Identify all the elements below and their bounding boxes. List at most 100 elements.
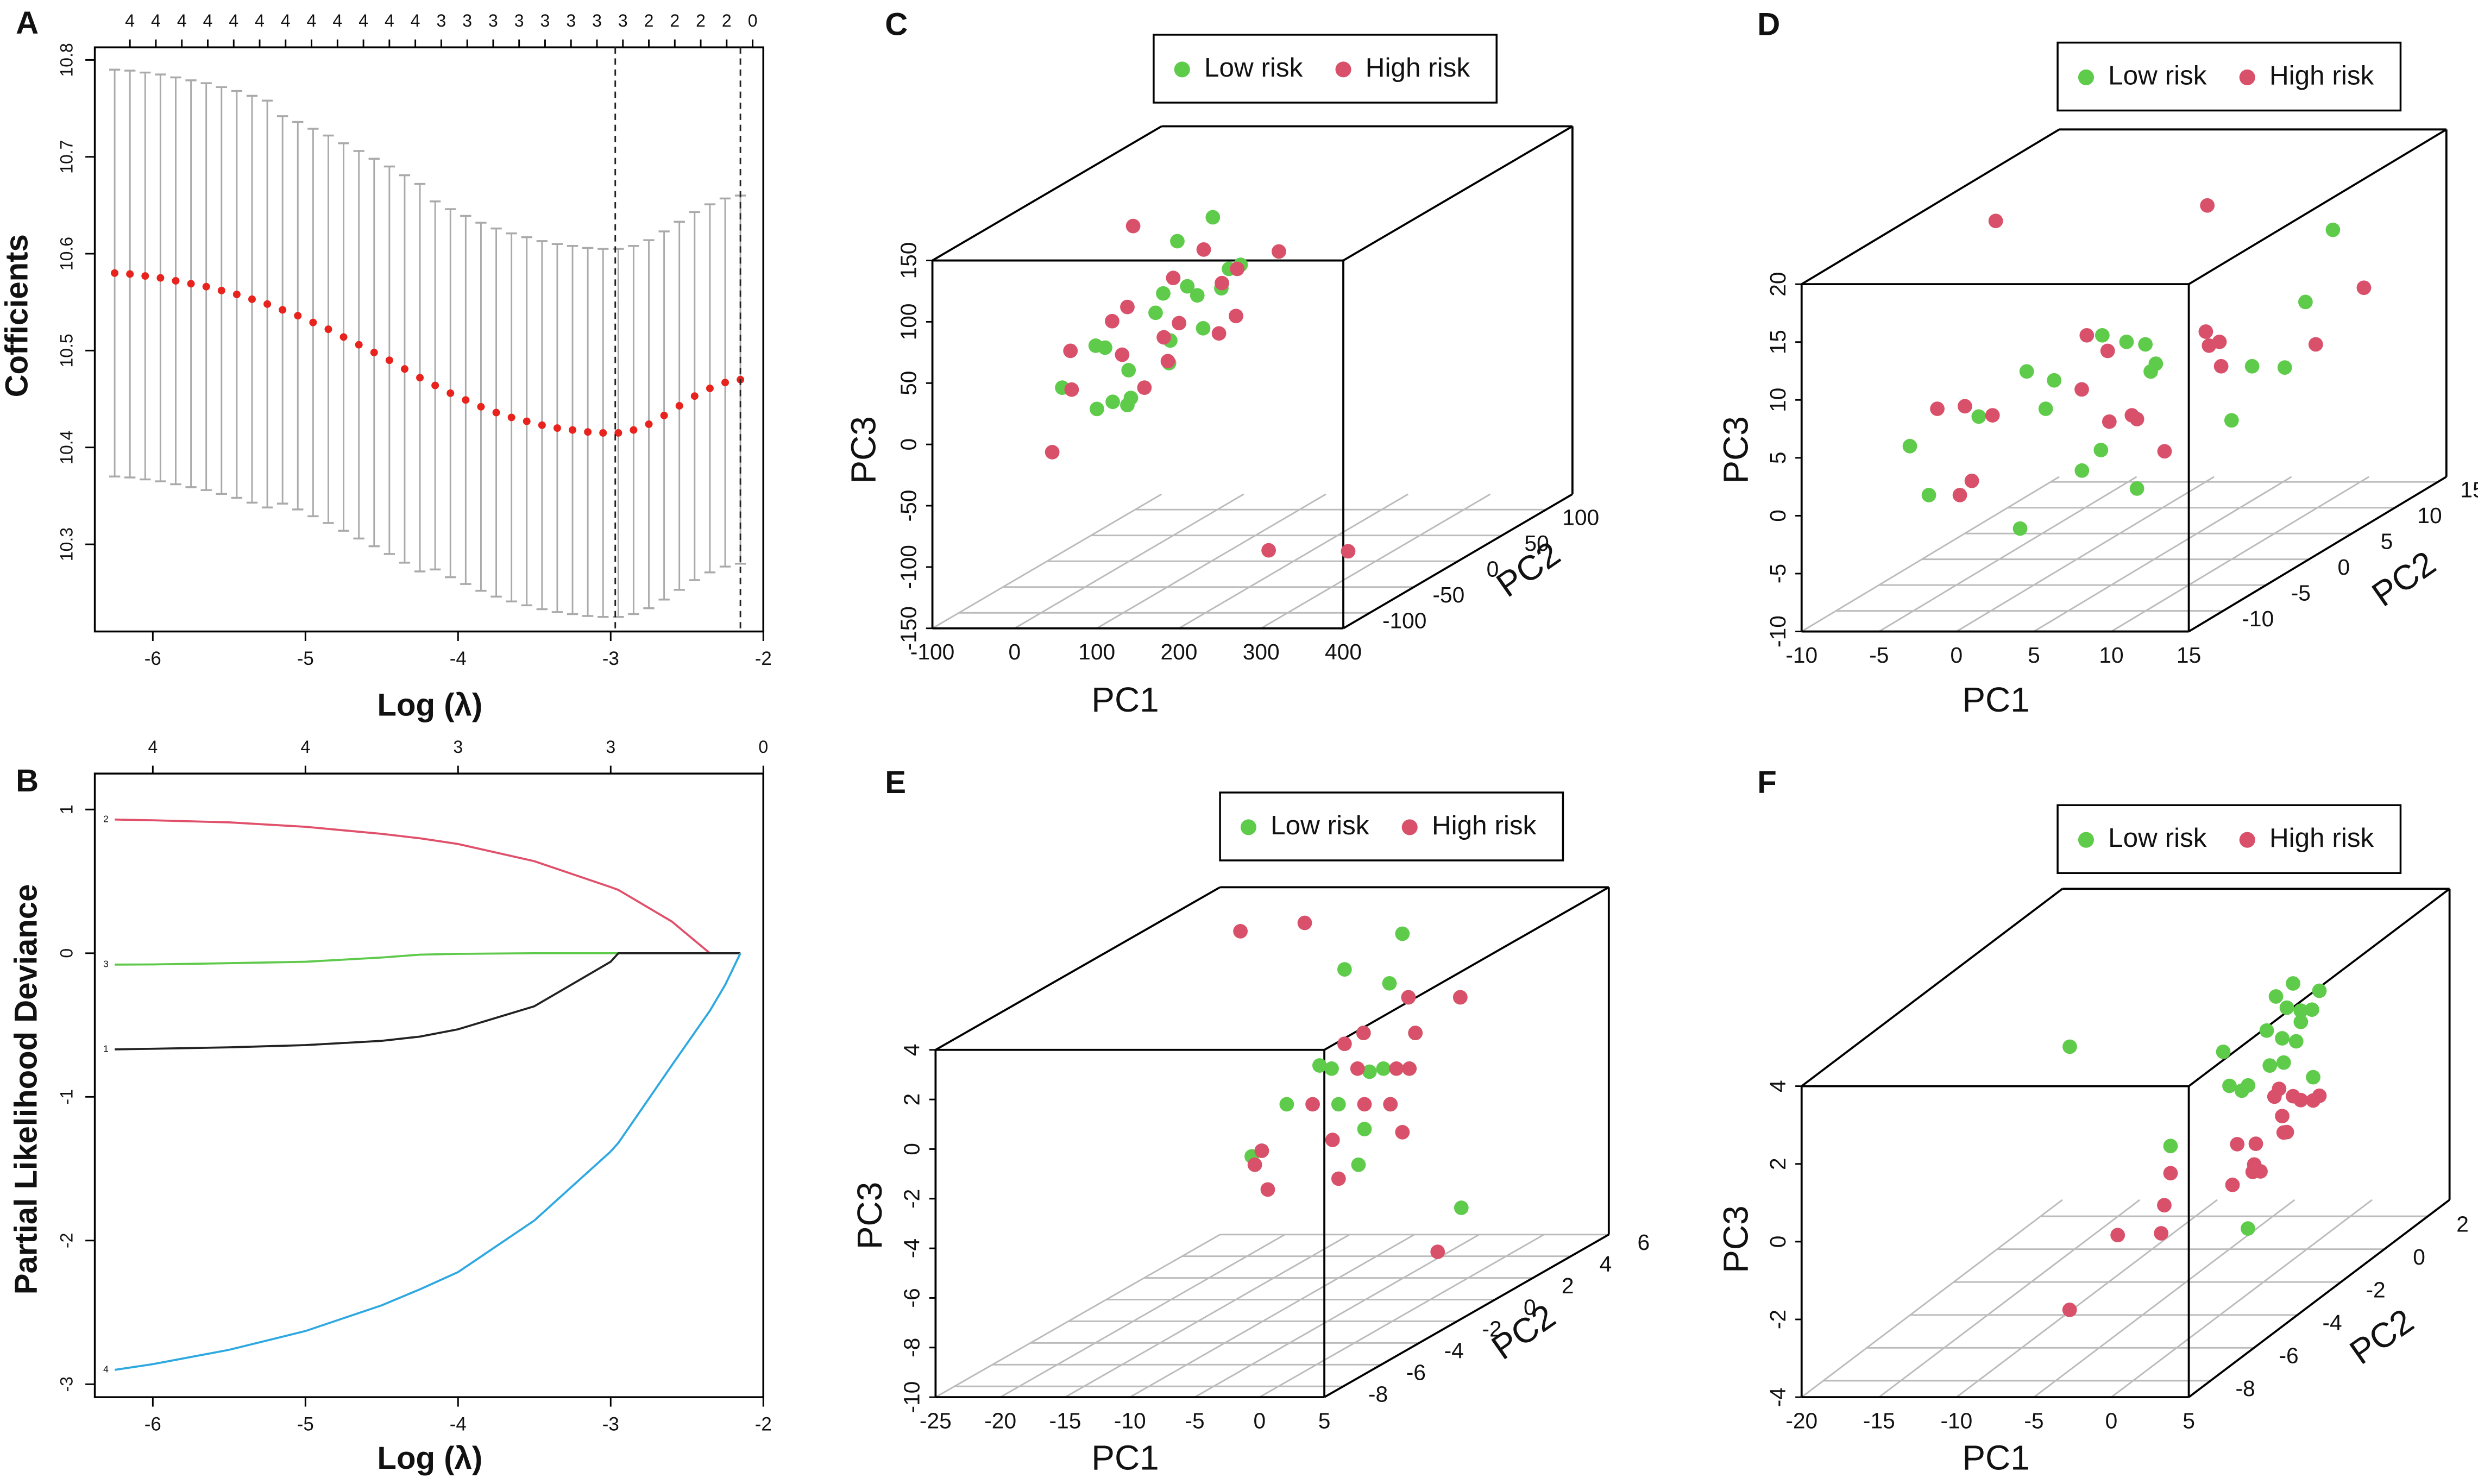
top-tick-label: 3 [436, 11, 446, 30]
x-tick-label: 300 [1243, 639, 1280, 664]
top-tick-label: 4 [148, 737, 158, 757]
box-edge [935, 886, 1221, 1051]
legend-label: Low risk [2108, 823, 2207, 853]
point [1383, 1097, 1398, 1112]
point [1160, 354, 1175, 369]
y-tick-label: -8 [2235, 1376, 2255, 1401]
z-tick-label: -100 [896, 545, 921, 589]
point [1362, 1064, 1377, 1079]
point [2074, 382, 2089, 397]
point [431, 381, 439, 389]
point [2129, 481, 2144, 496]
point [1988, 213, 2003, 229]
point [2143, 364, 2158, 379]
point [569, 426, 577, 434]
z-tick-label: 0 [1765, 510, 1790, 522]
point [2272, 1081, 2287, 1096]
point [1964, 473, 1979, 488]
z-tick-label: -50 [896, 490, 921, 522]
y-axis-label: PC2 [2343, 1301, 2420, 1372]
floor-grid-line [1065, 1234, 1350, 1398]
point [2062, 1039, 2077, 1054]
point [1337, 962, 1352, 977]
x-tick-label: 15 [2177, 643, 2201, 668]
point [2038, 401, 2053, 416]
z-tick-label: 0 [899, 1143, 924, 1155]
plot-frame [93, 46, 765, 633]
x-tick-label: -100 [910, 639, 955, 664]
point [1172, 316, 1187, 331]
point [2198, 324, 2213, 339]
point [614, 429, 622, 437]
point [1148, 305, 1163, 320]
point [400, 365, 408, 373]
point [446, 389, 455, 397]
z-tick-label: -8 [899, 1338, 924, 1357]
point [2224, 413, 2239, 428]
point [630, 426, 638, 434]
z-tick-label: 150 [896, 242, 921, 279]
top-tick-label: 2 [722, 11, 732, 30]
floor-grid-line [1956, 476, 2215, 632]
point [1402, 1061, 1417, 1076]
y-tick-label: 15 [2460, 477, 2478, 502]
point [2119, 334, 2134, 349]
legend-label: Low risk [1204, 53, 1303, 83]
top-tick-label: 4 [359, 11, 368, 30]
x-axis-label: Log (λ) [377, 687, 482, 722]
point [2100, 343, 2115, 359]
z-axis-label: PC3 [844, 416, 883, 483]
plot-frame [93, 772, 765, 1398]
point [1261, 543, 1276, 558]
point [2019, 364, 2034, 379]
x-tick-label: -5 [1185, 1408, 1204, 1433]
z-tick-label: 2 [899, 1093, 924, 1106]
y-axis-label: PC2 [2365, 543, 2443, 614]
point [1230, 261, 1245, 276]
top-tick-label: 3 [514, 11, 524, 30]
floor-grid-line [935, 1234, 1221, 1398]
x-axis-label: Log (λ) [377, 1441, 482, 1476]
point [1389, 1061, 1404, 1076]
point [462, 396, 470, 404]
point [156, 274, 165, 282]
point [1350, 1061, 1365, 1076]
point [2241, 1221, 2255, 1236]
point [1229, 309, 1243, 324]
floor-grid-line [2111, 1199, 2373, 1398]
top-tick-label: 4 [332, 11, 342, 30]
point [2200, 198, 2215, 213]
x-tick-label: -20 [984, 1408, 1016, 1433]
legend-label: High risk [2269, 60, 2374, 90]
x-tick-label: -4 [450, 648, 467, 669]
point [2298, 294, 2313, 310]
y-tick-label: -6 [2279, 1343, 2298, 1368]
legend-label: High risk [1366, 53, 1470, 83]
point [1952, 488, 1967, 502]
point [141, 272, 149, 280]
point [1337, 1036, 1352, 1051]
top-tick-label: 3 [606, 737, 615, 757]
point [2012, 521, 2028, 536]
box-edge [1324, 886, 1609, 1051]
panel-label: C [885, 7, 908, 42]
panel-label: B [16, 763, 39, 798]
point [416, 374, 424, 382]
point [2277, 360, 2292, 375]
y-tick-label: 50 [1524, 531, 1549, 556]
point [1382, 976, 1397, 991]
box-edge [932, 125, 1162, 262]
top-tick-label: 4 [411, 11, 420, 30]
z-tick-label: 0 [1765, 1236, 1790, 1248]
point [1272, 244, 1286, 259]
point [1211, 326, 1227, 341]
legend-swatch [1335, 61, 1351, 78]
x-axis-label: PC1 [1091, 680, 1159, 719]
point [1971, 409, 1986, 424]
series-label: 3 [103, 959, 109, 970]
point [1297, 915, 1312, 930]
point [477, 403, 485, 411]
point [126, 270, 134, 278]
legend-box [2056, 804, 2402, 874]
